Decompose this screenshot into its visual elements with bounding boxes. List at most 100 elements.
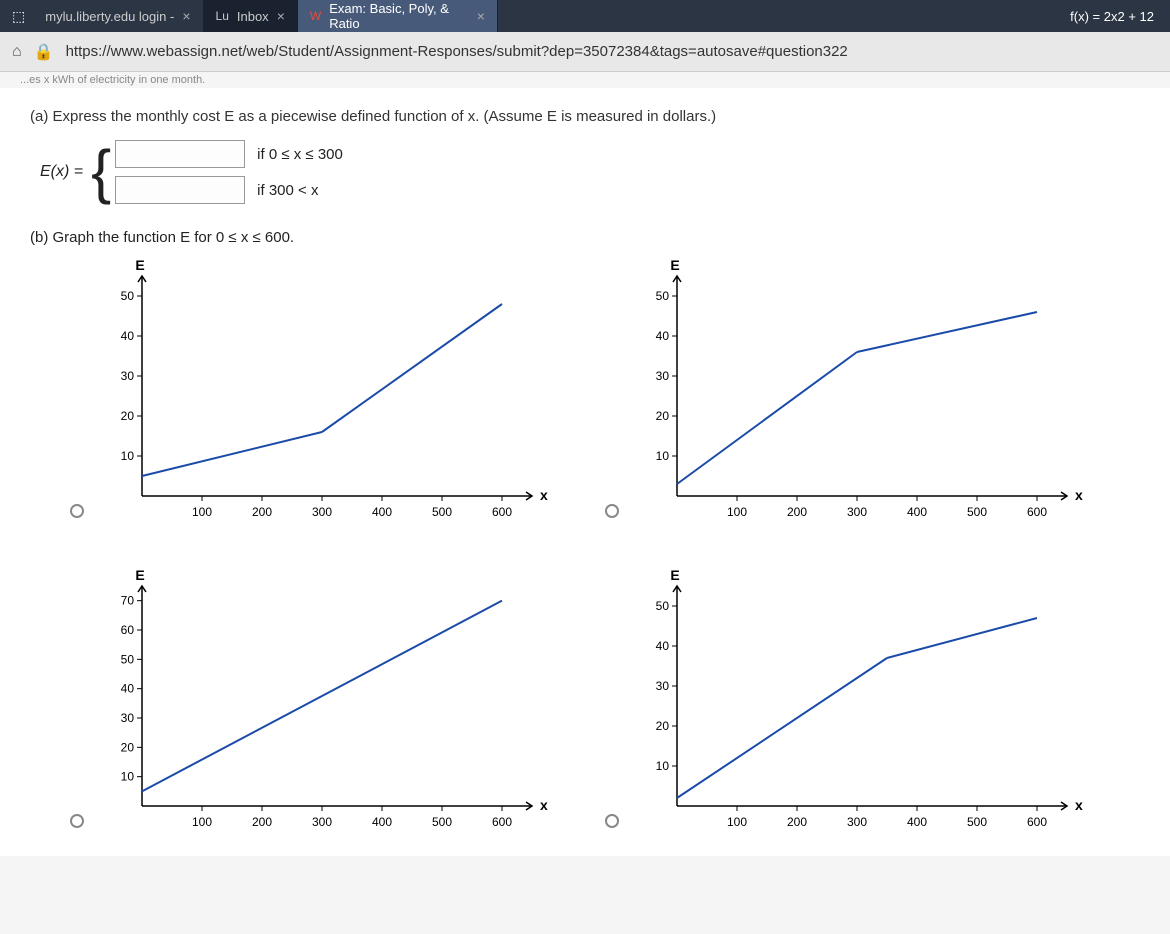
close-icon[interactable]: × <box>277 8 285 24</box>
svg-text:10: 10 <box>656 449 670 463</box>
close-icon[interactable]: × <box>182 8 190 24</box>
address-bar: ⌂ 🔒 https://www.webassign.net/web/Studen… <box>0 32 1170 72</box>
graph-option-1: E 10 20 30 40 50 100 200 300 400 500 600 x <box>70 256 565 536</box>
svg-text:500: 500 <box>432 815 452 829</box>
svg-text:x: x <box>540 487 548 503</box>
svg-text:200: 200 <box>787 505 807 519</box>
svg-text:400: 400 <box>907 505 927 519</box>
svg-text:600: 600 <box>492 815 512 829</box>
graph-option-4: E 10 20 30 40 50 100 200 300 400 500 600 x <box>605 566 1100 846</box>
svg-text:20: 20 <box>121 409 135 423</box>
svg-text:50: 50 <box>121 652 135 666</box>
svg-text:100: 100 <box>727 505 747 519</box>
content-area: (a) Express the monthly cost E as a piec… <box>0 88 1170 856</box>
lock-icon[interactable]: 🔒 <box>34 42 54 62</box>
webassign-icon: W <box>310 9 321 23</box>
svg-text:600: 600 <box>492 505 512 519</box>
svg-text:x: x <box>1075 797 1083 813</box>
svg-text:30: 30 <box>121 711 135 725</box>
tab-liberty[interactable]: mylu.liberty.edu login - × <box>33 0 203 32</box>
svg-text:30: 30 <box>656 369 670 383</box>
condition-1: if 0 ≤ x ≤ 300 <box>257 146 343 163</box>
tab-inbox[interactable]: Lu Inbox × <box>204 0 298 32</box>
svg-text:40: 40 <box>656 639 670 653</box>
brace-symbol: { <box>91 142 111 202</box>
svg-text:400: 400 <box>372 505 392 519</box>
svg-text:500: 500 <box>967 505 987 519</box>
home-icon[interactable]: ⌂ <box>12 43 22 61</box>
svg-text:60: 60 <box>121 623 135 637</box>
svg-text:50: 50 <box>656 599 670 613</box>
tab-label: Inbox <box>237 9 269 24</box>
part-b-text: (b) Graph the function E for 0 ≤ x ≤ 600… <box>30 229 1140 246</box>
svg-text:40: 40 <box>656 329 670 343</box>
radio-button-2[interactable] <box>605 504 619 518</box>
svg-text:10: 10 <box>121 770 135 784</box>
svg-text:200: 200 <box>787 815 807 829</box>
chart-4: E 10 20 30 40 50 100 200 300 400 500 600 x <box>627 566 1087 846</box>
tabs-container: mylu.liberty.edu login - × Lu Inbox × W … <box>33 0 1058 32</box>
tab-label: Exam: Basic, Poly, & Ratio <box>329 1 468 31</box>
svg-text:100: 100 <box>727 815 747 829</box>
answer-input-2[interactable] <box>115 176 245 204</box>
svg-text:400: 400 <box>907 815 927 829</box>
svg-text:10: 10 <box>656 759 670 773</box>
svg-text:300: 300 <box>312 815 332 829</box>
svg-text:100: 100 <box>192 815 212 829</box>
svg-text:70: 70 <box>121 594 135 608</box>
breadcrumb: ...es x kWh of electricity in one month. <box>0 72 1170 88</box>
app-icon: ⬚ <box>4 8 33 25</box>
tab-exam[interactable]: W Exam: Basic, Poly, & Ratio × <box>298 0 498 32</box>
tab-fx[interactable]: f(x) = 2x2 + 12 <box>1058 9 1166 24</box>
svg-text:200: 200 <box>252 505 272 519</box>
svg-text:x: x <box>540 797 548 813</box>
svg-text:30: 30 <box>656 679 670 693</box>
svg-text:600: 600 <box>1027 505 1047 519</box>
radio-button-1[interactable] <box>70 504 84 518</box>
svg-text:x: x <box>1075 487 1083 503</box>
svg-text:50: 50 <box>656 289 670 303</box>
chart-2: E 10 20 30 40 50 100 200 300 400 500 600 x <box>627 256 1087 536</box>
inbox-icon: Lu <box>216 9 229 23</box>
radio-button-4[interactable] <box>605 814 619 828</box>
radio-button-3[interactable] <box>70 814 84 828</box>
svg-text:E: E <box>670 567 679 583</box>
svg-text:100: 100 <box>192 505 212 519</box>
svg-text:10: 10 <box>121 449 135 463</box>
svg-text:40: 40 <box>121 329 135 343</box>
svg-text:400: 400 <box>372 815 392 829</box>
svg-text:40: 40 <box>121 682 135 696</box>
part-a-text: (a) Express the monthly cost E as a piec… <box>30 108 1140 125</box>
chart-3: E 10 20 30 40 50 60 70 100 200 300 400 500 600 x <box>92 566 552 846</box>
graph-option-3: E 10 20 30 40 50 60 70 100 200 300 400 500 600 x <box>70 566 565 846</box>
answer-input-1[interactable] <box>115 140 245 168</box>
svg-text:20: 20 <box>656 409 670 423</box>
svg-text:500: 500 <box>967 815 987 829</box>
tab-label: mylu.liberty.edu login - <box>45 9 174 24</box>
svg-text:E: E <box>135 257 144 273</box>
piecewise-function: E(x) = { if 0 ≤ x ≤ 300 if 300 < x <box>40 140 1140 204</box>
svg-text:300: 300 <box>312 505 332 519</box>
svg-text:20: 20 <box>121 740 135 754</box>
close-icon[interactable]: × <box>477 8 485 24</box>
svg-text:50: 50 <box>121 289 135 303</box>
svg-text:600: 600 <box>1027 815 1047 829</box>
url-text[interactable]: https://www.webassign.net/web/Student/As… <box>66 43 1158 60</box>
browser-tab-bar: ⬚ mylu.liberty.edu login - × Lu Inbox × … <box>0 0 1170 32</box>
svg-text:200: 200 <box>252 815 272 829</box>
svg-text:E: E <box>135 567 144 583</box>
graphs-grid: E 10 20 30 40 50 100 200 300 400 500 600 x E 10 20 30 40 5… <box>30 256 1140 846</box>
function-label: E(x) = <box>40 163 83 181</box>
graph-option-2: E 10 20 30 40 50 100 200 300 400 500 600 x <box>605 256 1100 536</box>
piece-row-2: if 300 < x <box>115 176 343 204</box>
chart-1: E 10 20 30 40 50 100 200 300 400 500 600 x <box>92 256 552 536</box>
svg-text:30: 30 <box>121 369 135 383</box>
svg-text:500: 500 <box>432 505 452 519</box>
svg-text:300: 300 <box>847 815 867 829</box>
svg-text:20: 20 <box>656 719 670 733</box>
piece-rows: if 0 ≤ x ≤ 300 if 300 < x <box>115 140 343 204</box>
piece-row-1: if 0 ≤ x ≤ 300 <box>115 140 343 168</box>
svg-text:300: 300 <box>847 505 867 519</box>
svg-text:E: E <box>670 257 679 273</box>
condition-2: if 300 < x <box>257 182 318 199</box>
